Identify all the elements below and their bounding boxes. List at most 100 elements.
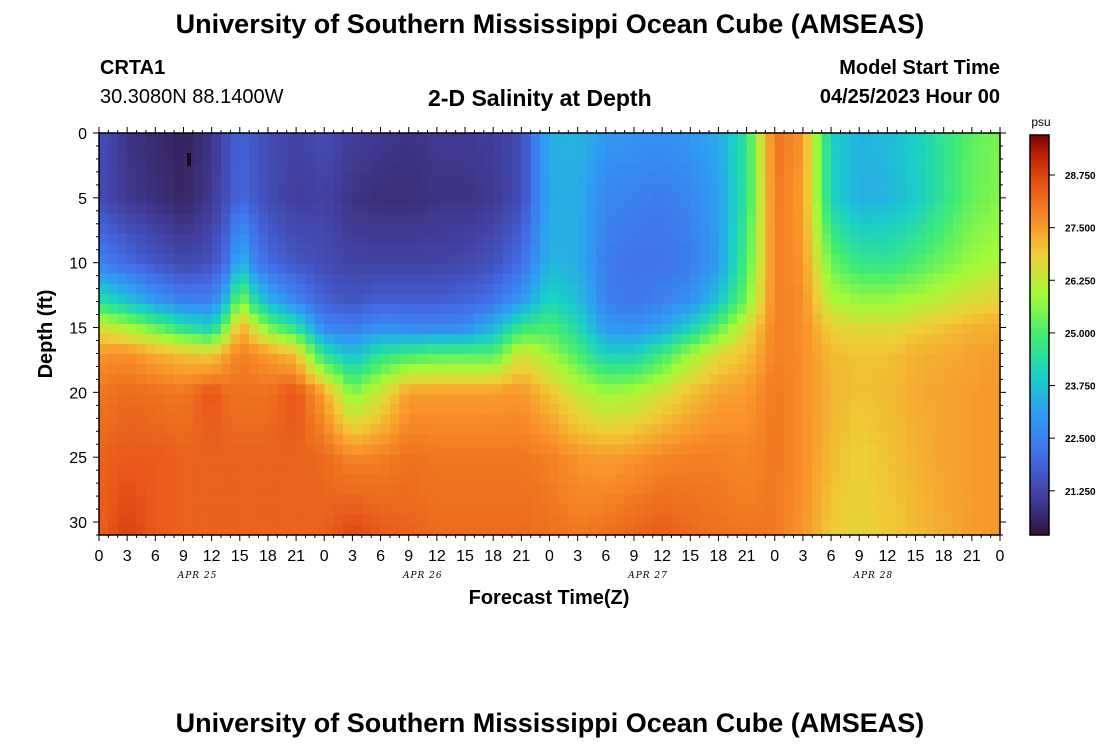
heatmap-cell (183, 474, 194, 486)
heatmap-cell (333, 444, 344, 456)
heatmap-cell (399, 454, 410, 466)
heatmap-cell (558, 454, 569, 466)
heatmap-cell (896, 394, 907, 405)
heatmap-cell (887, 494, 898, 506)
heatmap-cell (727, 474, 738, 486)
heatmap-cell (183, 464, 194, 476)
heatmap-cell (324, 233, 335, 245)
heatmap-cell (267, 263, 278, 275)
heatmap-cell (192, 243, 203, 255)
heatmap-cell (577, 464, 588, 476)
heatmap-cell (577, 484, 588, 496)
heatmap-cell (174, 233, 185, 245)
heatmap-cell (174, 313, 185, 325)
heatmap-cell (164, 504, 175, 516)
heatmap-cell (943, 414, 954, 426)
heatmap-cell (136, 414, 147, 426)
heatmap-cell (652, 384, 663, 395)
heatmap-cell (99, 404, 109, 415)
heatmap-cell (906, 283, 917, 295)
heatmap-cell (643, 344, 654, 355)
heatmap-cell (474, 364, 485, 375)
heatmap-cell (737, 454, 748, 466)
heatmap-cell (343, 223, 354, 235)
heatmap-cell (643, 293, 654, 305)
heatmap-cell (849, 313, 860, 325)
heatmap-cell (953, 183, 964, 194)
heatmap-cell (211, 374, 222, 385)
heatmap-cell (981, 173, 992, 184)
heatmap-cell (343, 163, 354, 174)
heatmap-cell (849, 243, 860, 255)
heatmap-cell (840, 494, 851, 506)
heatmap-cell (380, 203, 391, 214)
heatmap-cell (446, 334, 457, 345)
heatmap-cell (774, 283, 785, 295)
heatmap-cell (877, 163, 888, 174)
heatmap-cell (230, 193, 241, 204)
heatmap-cell (605, 253, 616, 265)
heatmap-cell (624, 414, 635, 426)
heatmap-cell (549, 334, 560, 345)
heatmap-cell (108, 313, 119, 325)
heatmap-cell (877, 474, 888, 486)
heatmap-cell (221, 374, 231, 385)
heatmap-cell (389, 153, 400, 164)
heatmap-cell (849, 354, 860, 365)
heatmap-cell (371, 504, 382, 516)
heatmap-cell (671, 504, 682, 516)
heatmap-cell (943, 474, 954, 486)
heatmap-cell (305, 334, 316, 345)
heatmap-cell (877, 173, 888, 184)
heatmap-cell (887, 313, 898, 325)
heatmap-cell (117, 514, 128, 526)
heatmap-cell (465, 253, 476, 265)
heatmap-cell (587, 464, 598, 476)
heatmap-cell (221, 213, 231, 225)
heatmap-cell (568, 334, 579, 345)
heatmap-cell (239, 283, 250, 295)
heatmap-cell (652, 524, 663, 535)
heatmap-cell (249, 273, 260, 285)
heatmap-cell (868, 404, 879, 415)
heatmap-cell (436, 464, 447, 476)
heatmap-cell (755, 223, 766, 235)
heatmap-cell (568, 213, 579, 225)
heatmap-cell (859, 374, 870, 385)
heatmap-cell (145, 153, 156, 164)
heatmap-cell (831, 454, 842, 466)
heatmap-cell (840, 454, 851, 466)
heatmap-cell (267, 193, 278, 204)
heatmap-cell (399, 263, 410, 275)
heatmap-cell (343, 504, 354, 516)
heatmap-cell (465, 514, 476, 526)
heatmap-cell (962, 133, 973, 144)
heatmap-cell (202, 213, 213, 225)
colorbar-tick-label: 25.000 (1065, 329, 1096, 340)
heatmap-cell (896, 504, 907, 516)
heatmap-cell (540, 243, 551, 255)
heatmap-cell (267, 484, 278, 496)
heatmap-cell (408, 193, 419, 204)
heatmap-cell (680, 394, 691, 405)
heatmap-cell (680, 203, 691, 214)
heatmap-cell (145, 323, 156, 335)
heatmap-cell (849, 223, 860, 235)
heatmap-cell (596, 293, 607, 305)
heatmap-cell (699, 524, 710, 535)
heatmap-cell (577, 344, 588, 355)
heatmap-cell (709, 404, 720, 415)
heatmap-cell (680, 323, 691, 335)
heatmap-cell (568, 163, 579, 174)
heatmap-cell (286, 323, 297, 335)
heatmap-cell (915, 223, 926, 235)
heatmap-cell (192, 263, 203, 275)
heatmap-cell (502, 293, 513, 305)
heatmap-cell (633, 313, 644, 325)
heatmap-cell (540, 454, 551, 466)
heatmap-cell (192, 173, 203, 184)
heatmap-cell (436, 424, 447, 436)
heatmap-cell (136, 173, 147, 184)
heatmap-cell (296, 253, 307, 265)
heatmap-cell (727, 524, 738, 535)
